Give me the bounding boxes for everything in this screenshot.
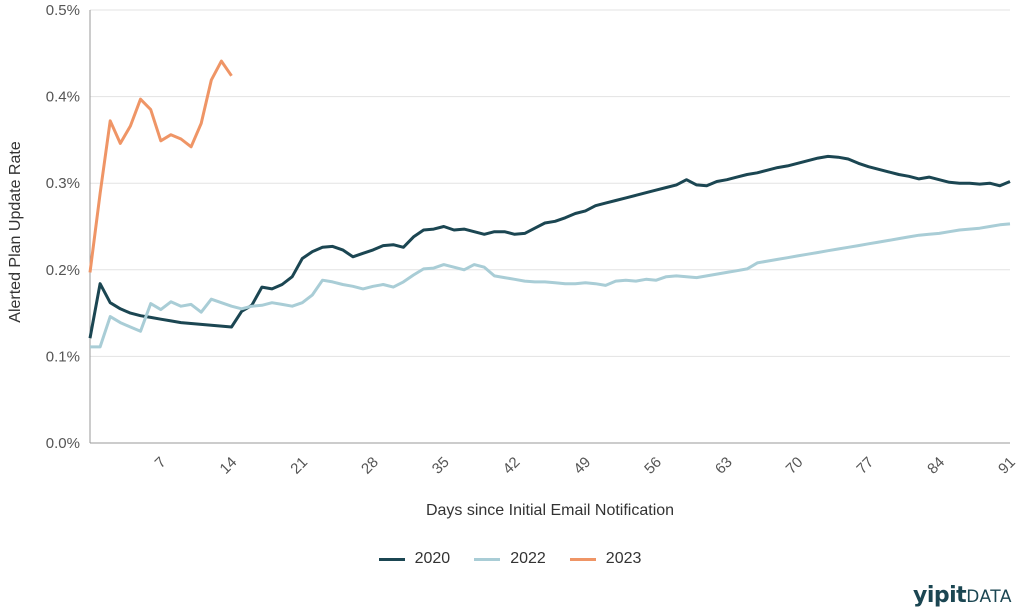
x-tick-label: 70 (783, 454, 807, 478)
gridlines (90, 9, 1010, 444)
brand-suffix: DATA (966, 587, 1012, 607)
x-tick-label: 35 (429, 454, 453, 478)
series-line-2020 (88, 154, 1011, 339)
y-tick-label: 0.2% (46, 262, 80, 279)
legend-swatch (569, 557, 596, 561)
brand-name: yipit (913, 583, 967, 608)
axes: 0.0% 0.1% 0.2% 0.3% 0.4% 0.5% 7 14 21 28 35 42 49 56 6… (46, 2, 1019, 478)
series-line-2022 (90, 222, 1011, 349)
legend-label: 2020 (414, 550, 451, 567)
x-axis-title: Days since Initial Email Notification (426, 502, 674, 519)
y-tick-label: 0.3% (46, 175, 80, 192)
x-tick-label: 49 (570, 454, 594, 478)
legend-swatch (474, 557, 501, 561)
y-tick-label: 0.4% (46, 89, 80, 106)
x-tick-label: 77 (853, 454, 877, 478)
series-line-2023 (88, 59, 233, 273)
x-tick-label: 7 (152, 454, 170, 472)
legend-item-2022: 2022 (474, 550, 546, 568)
x-tick-label: 91 (995, 454, 1019, 478)
legend-item-2023: 2023 (569, 550, 642, 568)
x-tick-label: 14 (217, 454, 241, 478)
legend-swatch (378, 557, 405, 561)
line-chart: 0.0% 0.1% 0.2% 0.3% 0.4% 0.5% 7 14 21 28 35 42 49 56 6… (7, 2, 1019, 519)
x-tick-label: 56 (641, 454, 665, 478)
x-tick-label: 84 (924, 454, 948, 478)
y-tick-label: 0.5% (46, 2, 80, 19)
brand-logo: yipitDATA (913, 583, 1012, 608)
legend-label: 2022 (510, 550, 546, 567)
y-tick-label: 0.0% (46, 435, 80, 452)
x-tick-label: 63 (712, 454, 736, 478)
legend-label: 2023 (605, 550, 642, 567)
y-axis-title: Alerted Plan Update Rate (7, 141, 24, 323)
series-lines (88, 59, 1011, 349)
legend-item-2020: 2020 (378, 550, 451, 568)
x-tick-label: 21 (287, 454, 311, 478)
x-tick-label: 28 (358, 454, 382, 478)
y-tick-label: 0.1% (46, 348, 80, 365)
x-tick-label: 42 (500, 454, 524, 478)
legend: 2020 2022 2023 (0, 550, 1020, 568)
